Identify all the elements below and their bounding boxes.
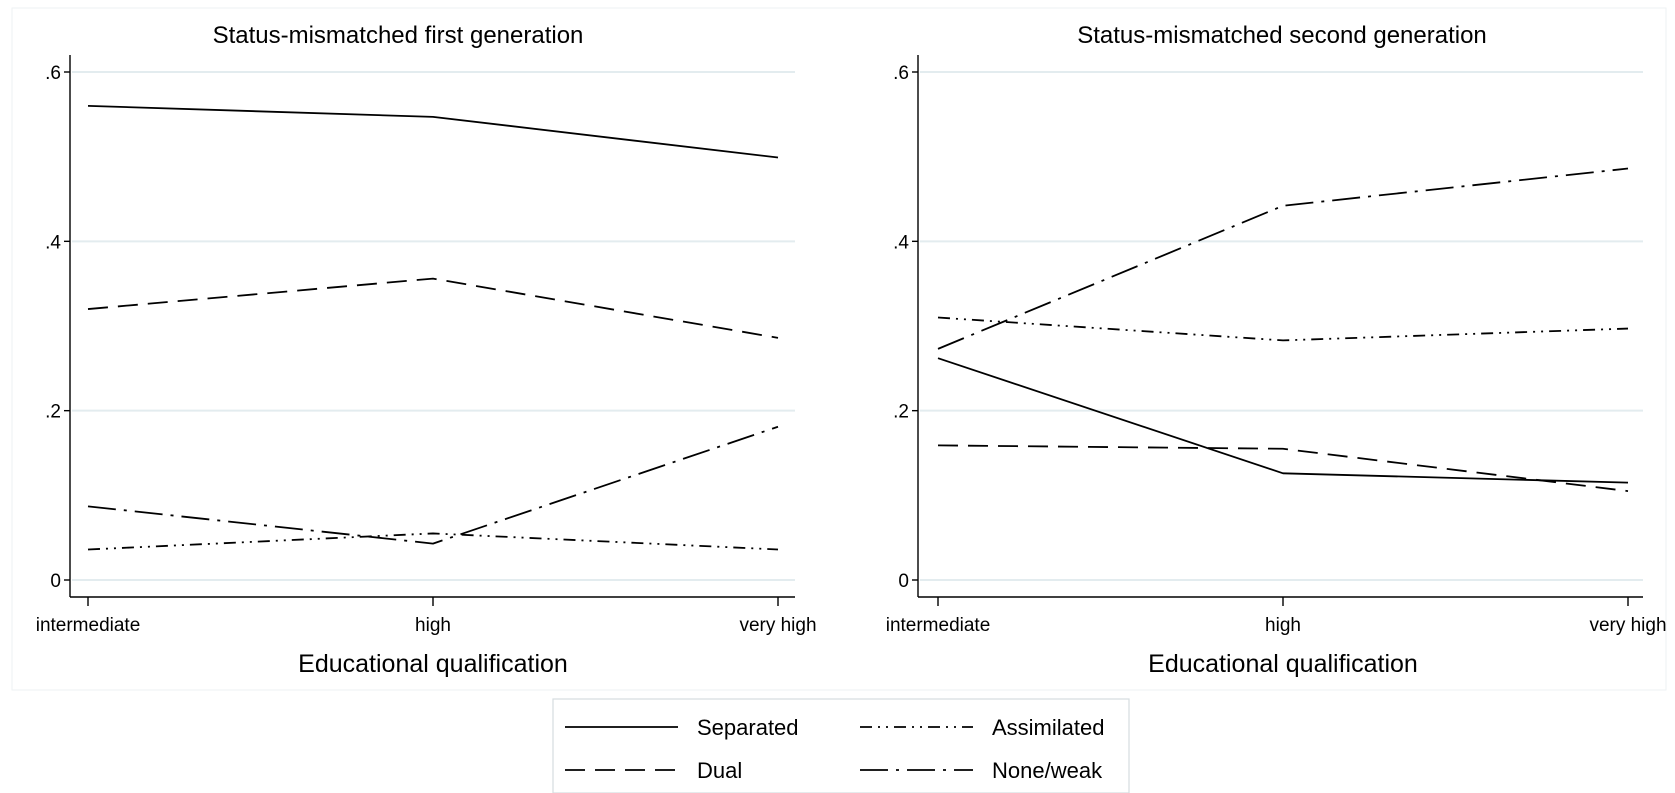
legend-label-assimilated: Assimilated	[992, 715, 1104, 740]
y-tick-label: .2	[45, 402, 61, 423]
panel-1: Status-mismatched first generation 0 .2 .4.…	[36, 22, 817, 678]
series-line-dual	[87, 277, 779, 339]
legend: Separated Assimilated Dual None/weak	[552, 698, 1130, 793]
y-tick-label: .6	[45, 63, 61, 84]
panel-title: Status-mismatched first generation	[213, 22, 584, 49]
x-axis-title: Educational qualification	[1148, 650, 1418, 678]
x-tick-label-high: high	[1265, 615, 1301, 636]
y-tick-label: .4	[893, 232, 909, 253]
series-line-separated	[937, 357, 1629, 484]
y-tick-label: .6	[893, 63, 909, 84]
series-line-assimilated	[937, 316, 1629, 342]
x-tick-label-intermediate: intermediate	[36, 615, 141, 636]
series-line-none-weak	[87, 425, 779, 545]
panel-title: Status-mismatched second generation	[1077, 22, 1487, 49]
legend-label-none-weak: None/weak	[992, 758, 1103, 783]
y-tick-label: .4	[45, 232, 61, 253]
series-line-dual	[937, 444, 1629, 492]
legend-label-separated: Separated	[697, 715, 799, 740]
panels: Status-mismatched first generation 0 .2 .4.…	[36, 22, 1667, 678]
series-line-separated	[87, 104, 779, 159]
series-line-assimilated	[87, 532, 779, 551]
graph-region-frame	[11, 7, 1667, 691]
y-tick-label: .2	[893, 402, 909, 423]
legend-label-dual: Dual	[697, 758, 742, 783]
x-tick-label-very-high: very high	[1589, 615, 1666, 636]
x-tick-label-very-high: very high	[739, 615, 816, 636]
x-axis-title: Educational qualification	[298, 650, 568, 678]
legend-box	[552, 698, 1130, 793]
y-tick-label: 0	[898, 571, 909, 592]
x-tick-label-high: high	[415, 615, 451, 636]
x-tick-label-intermediate: intermediate	[886, 615, 991, 636]
panel-2: Status-mismatched second generation 0 .2 .4…	[886, 22, 1667, 678]
y-tick-label: 0	[50, 571, 61, 592]
